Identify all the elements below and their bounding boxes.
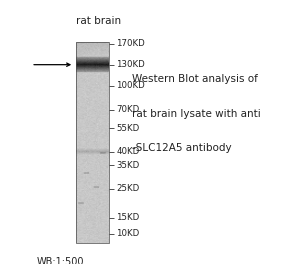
Text: 15KD: 15KD (116, 213, 140, 222)
Text: 35KD: 35KD (116, 161, 140, 169)
Text: 55KD: 55KD (116, 124, 140, 133)
Text: 130KD: 130KD (116, 60, 145, 69)
Text: -SLC12A5 antibody: -SLC12A5 antibody (132, 143, 231, 153)
Text: Western Blot analysis of: Western Blot analysis of (132, 74, 258, 84)
Text: rat brain: rat brain (76, 16, 121, 26)
Text: 10KD: 10KD (116, 229, 140, 238)
Text: rat brain lysate with anti: rat brain lysate with anti (132, 109, 260, 119)
Text: 170KD: 170KD (116, 39, 145, 48)
Text: 100KD: 100KD (116, 81, 145, 90)
Bar (76, 42, 109, 243)
Text: 25KD: 25KD (116, 184, 140, 193)
Text: 70KD: 70KD (116, 105, 140, 114)
Text: WB:1:500: WB:1:500 (37, 257, 84, 264)
Text: 40KD: 40KD (116, 147, 140, 156)
